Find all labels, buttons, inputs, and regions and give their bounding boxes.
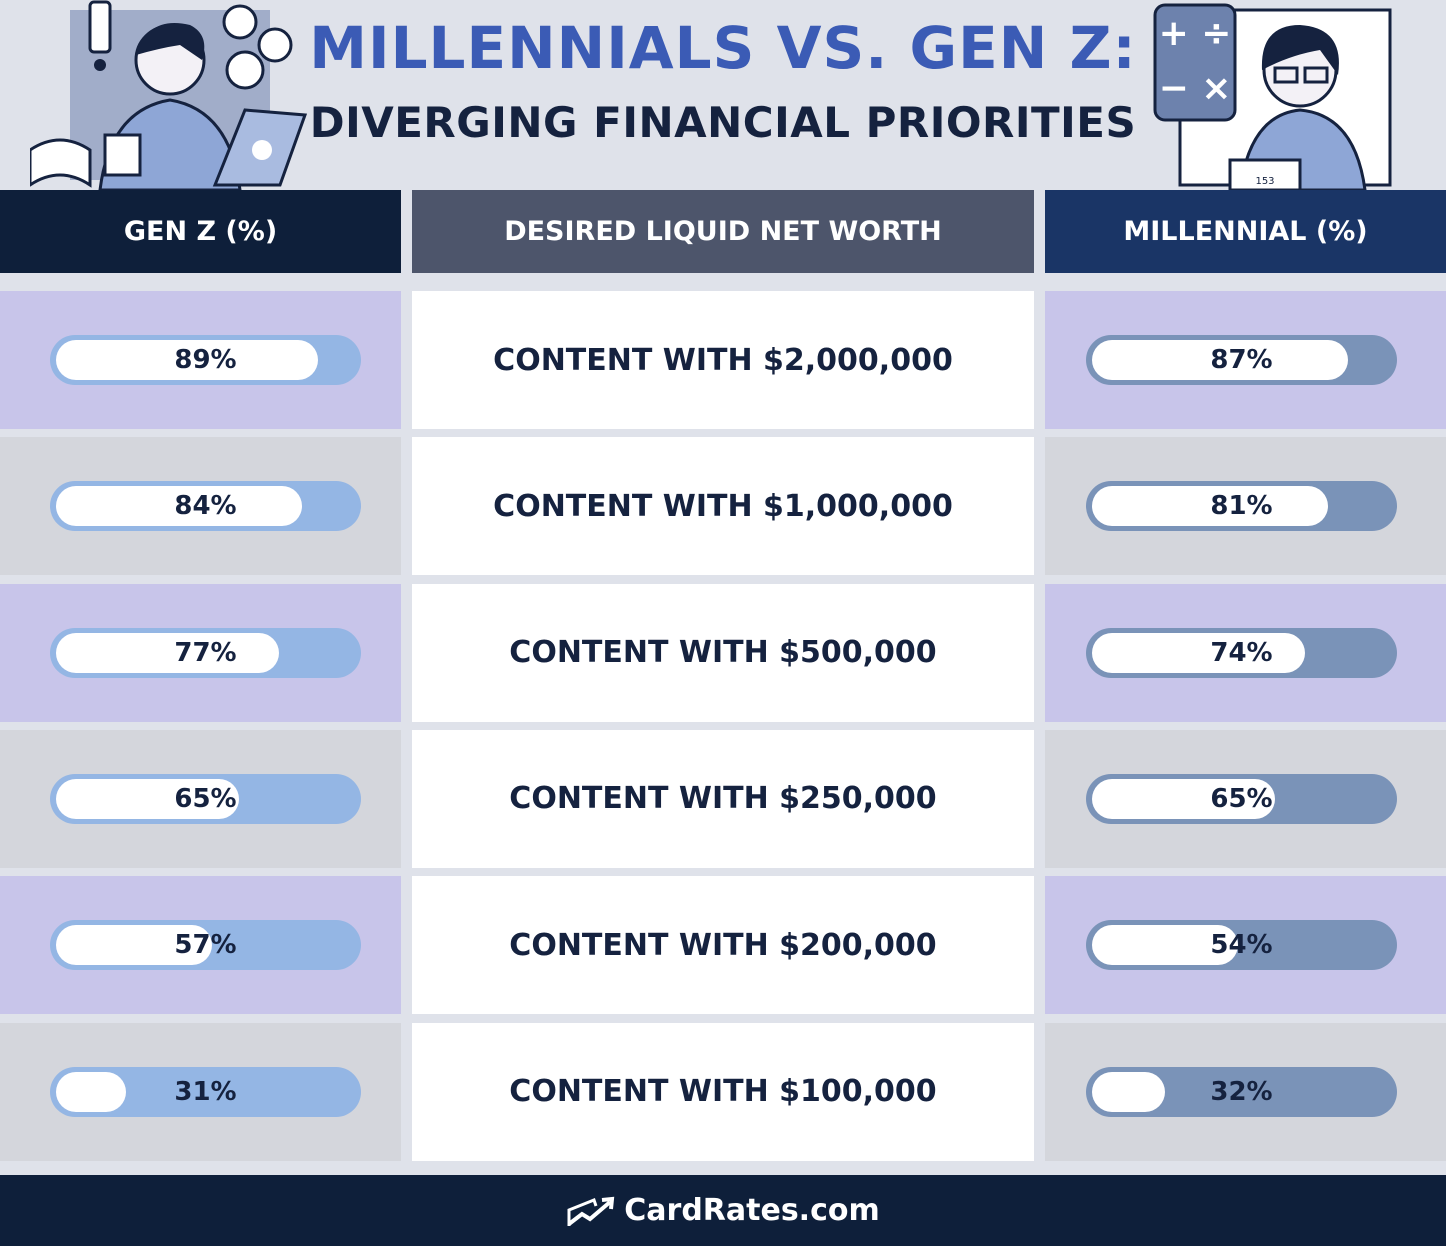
table-row: CONTENT WITH $250,000 65% 65%: [0, 729, 1446, 868]
genz-bar: 84%: [50, 481, 361, 532]
bar-fill: [1092, 778, 1275, 819]
genz-bar: 89%: [50, 335, 361, 385]
bar-value-label: 31%: [174, 1076, 237, 1107]
table-row: CONTENT WITH $100,000 31% 32%: [0, 1022, 1446, 1161]
bar-value-label: 74%: [1210, 637, 1273, 668]
table-row: CONTENT WITH $2,000,000 89% 87%: [0, 291, 1446, 429]
svg-text:+ ÷: + ÷: [1159, 13, 1232, 54]
title-line-1: MILLENNIALS VS. GEN Z:: [309, 14, 1137, 82]
bar-value-label: 54%: [1210, 930, 1273, 961]
bar-value-label: 84%: [174, 491, 237, 522]
bar-value-label: 65%: [1210, 783, 1273, 814]
bar-fill: [56, 632, 279, 673]
millennial-bar: 32%: [1086, 1066, 1397, 1117]
bar-value-label: 57%: [174, 930, 237, 961]
table-row: CONTENT WITH $500,000 77% 74%: [0, 583, 1446, 722]
bar-fill: [1092, 486, 1328, 527]
genz-bar: 31%: [50, 1066, 361, 1117]
millennial-bar: 54%: [1086, 920, 1397, 971]
bar-value-label: 32%: [1210, 1076, 1273, 1107]
genz-bar: 65%: [50, 773, 361, 824]
bar-fill: [1092, 340, 1348, 380]
bar-fill: [56, 778, 239, 819]
bar-value-label: 81%: [1210, 491, 1273, 522]
header: MILLENNIALS VS. GEN Z: DIVERGING FINANCI…: [0, 0, 1446, 190]
title-line-2: DIVERGING FINANCIAL PRIORITIES: [309, 98, 1137, 147]
bar-fill: [56, 1071, 126, 1112]
column-header-millennial: MILLENNIAL (%): [1045, 190, 1446, 273]
footer: CardRates.com: [0, 1175, 1446, 1246]
card-trend-logo-icon: [567, 1196, 615, 1226]
table-row: CONTENT WITH $1,000,000 84% 81%: [0, 437, 1446, 576]
net-worth-label: CONTENT WITH $500,000: [412, 583, 1034, 722]
column-header-genz: GEN Z (%): [0, 190, 401, 273]
bar-fill: [56, 340, 318, 380]
net-worth-label: CONTENT WITH $250,000: [412, 729, 1034, 868]
column-header-net-worth: DESIRED LIQUID NET WORTH: [412, 190, 1034, 273]
bar-value-label: 87%: [1210, 345, 1273, 375]
svg-text:− ×: − ×: [1159, 68, 1232, 109]
net-worth-label: CONTENT WITH $100,000: [412, 1022, 1034, 1161]
millennial-bar: 87%: [1086, 335, 1397, 385]
net-worth-label: CONTENT WITH $2,000,000: [412, 291, 1034, 429]
brand-name: CardRates.com: [624, 1193, 880, 1228]
bar-fill: [1092, 632, 1305, 673]
calculator-display: 153: [1255, 176, 1274, 187]
millennial-bar: 65%: [1086, 773, 1397, 824]
bar-fill: [1092, 1071, 1165, 1112]
table-row: CONTENT WITH $200,000 57% 54%: [0, 876, 1446, 1015]
bar-fill: [56, 925, 212, 966]
bar-value-label: 65%: [174, 783, 237, 814]
bar-value-label: 77%: [174, 637, 237, 668]
person-with-laptop-illustration: [30, 0, 308, 190]
person-with-calculator-illustration: + ÷ − × 153: [1153, 3, 1392, 190]
genz-bar: 57%: [50, 920, 361, 971]
bar-fill: [56, 486, 302, 527]
bar-fill: [1092, 925, 1238, 966]
genz-bar: 77%: [50, 627, 361, 678]
bar-value-label: 89%: [174, 345, 237, 375]
millennial-bar: 81%: [1086, 481, 1397, 532]
net-worth-label: CONTENT WITH $1,000,000: [412, 437, 1034, 576]
millennial-bar: 74%: [1086, 627, 1397, 678]
net-worth-label: CONTENT WITH $200,000: [412, 876, 1034, 1015]
